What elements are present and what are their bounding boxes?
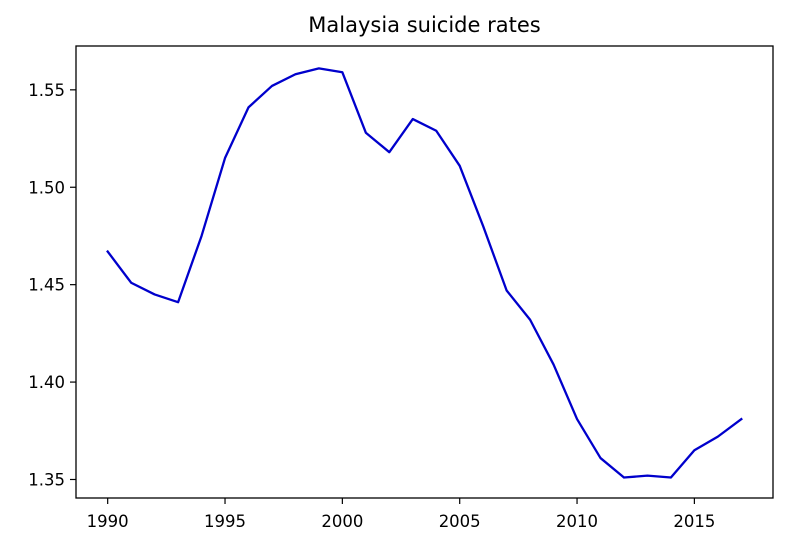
y-tick-label: 1.40 [28, 373, 65, 392]
x-tick-label: 2010 [556, 512, 598, 531]
chart-title: Malaysia suicide rates [308, 13, 540, 37]
x-tick-label: 1990 [87, 512, 129, 531]
x-tick-label: 2015 [673, 512, 715, 531]
x-tick-label: 2000 [321, 512, 363, 531]
y-tick-label: 1.50 [28, 178, 65, 197]
x-tick-label: 2005 [439, 512, 481, 531]
series-line [106, 67, 743, 479]
axes-frame [75, 45, 774, 499]
plot-area: 1990 1995 2000 2005 2010 2015 1.35 1.40 1.45 1.50… [28, 67, 743, 531]
y-tick-label: 1.45 [28, 276, 65, 295]
y-tick-label: 1.55 [28, 81, 65, 100]
x-tick-label: 1995 [204, 512, 246, 531]
y-tick-label: 1.35 [28, 470, 65, 489]
